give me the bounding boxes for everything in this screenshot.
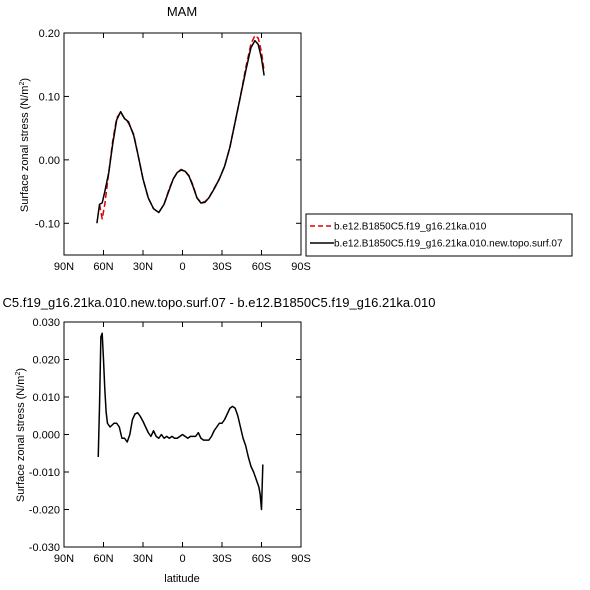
bottom-y-tick-label: 0.020 [32,355,60,367]
legend: b.e12.B1850C5.f19_g16.21ka.010 b.e12.B18… [305,213,573,257]
top-x-ticks: 90N 60N 30N 0 30S 60S 90S [54,33,311,273]
top-series-line-1 [96,39,265,224]
top-x-tick-label: 90S [291,261,311,273]
bottom-y-tick-label: -0.030 [29,542,60,554]
top-y-axis-label-main: Surface zonal stress (N/m [19,86,31,213]
top-y-axis-label-close: ) [19,78,31,82]
bottom-x-ticks: 90N 60N 30N 0 30S 60S 90S [54,322,311,565]
legend-frame [305,213,573,257]
bottom-y-ticks: 0.030 0.020 0.010 0.000 -0.010 -0.020 -0.030 [29,317,301,554]
bottom-y-tick-label: 0.030 [32,317,60,329]
legend-label-control: b.e12.B1850C5.f19_g16.21ka.010 [334,222,487,233]
top-y-tick-label: -0.10 [35,218,60,230]
bottom-x-axis-label: latitude [164,573,199,585]
bottom-x-tick-label: 60N [93,553,113,565]
bottom-y-tick-label: 0.000 [32,430,60,442]
bottom-y-tick-label: -0.010 [29,467,60,479]
bottom-panel: C5.f19_g16.21ka.010.new.topo.surf.07 - b… [3,295,436,585]
bottom-x-tick-label: 0 [179,553,185,565]
top-plot-frame [63,32,302,256]
top-y-tick-label: 0.20 [39,28,60,40]
bottom-x-tick-label: 90N [54,553,74,565]
bottom-series-line-0 [97,332,264,511]
legend-label-experiment: b.e12.B1850C5.f19_g16.21ka.010.new.topo.… [334,239,563,250]
top-x-tick-label: 60S [252,261,272,273]
bottom-y-axis-label-sup: 2 [15,372,22,376]
top-x-tick-label: 30S [212,261,232,273]
bottom-x-tick-label: 30N [133,553,153,565]
top-series-line-0 [98,34,265,220]
bottom-y-axis-label: Surface zonal stress (N/m2) [15,368,27,502]
top-panel: MAM 0.200.100.00-0.10 90N 60N 30N 0 30S 60S 90… [19,4,311,273]
top-y-axis-label: Surface zonal stress (N/m2) [19,78,31,212]
bottom-y-tick-label: -0.020 [29,505,60,517]
top-y-tick-label: 0.00 [39,155,60,167]
top-chart-title: MAM [167,4,197,19]
bottom-series-lines [97,332,264,511]
top-y-ticks: 0.20 0.10 0.00 -0.10 [35,28,301,230]
bottom-y-axis-label-close: ) [15,368,27,372]
top-series-lines [96,34,265,224]
bottom-x-tick-label: 90S [291,553,311,565]
top-x-tick-label: 30N [133,261,153,273]
top-y-tick-label: 0.10 [39,91,60,103]
bottom-y-axis-label-main: Surface zonal stress (N/m [15,376,27,503]
bottom-x-tick-label: 30S [212,553,232,565]
top-y-axis-label-sup: 2 [19,82,26,86]
top-x-tick-label: 90N [54,261,74,273]
top-x-tick-label: 60N [93,261,113,273]
bottom-y-tick-label: 0.010 [32,392,60,404]
bottom-x-tick-label: 60S [252,553,272,565]
top-x-tick-label: 0 [179,261,185,273]
bottom-chart-title: C5.f19_g16.21ka.010.new.topo.surf.07 - b… [3,295,436,310]
